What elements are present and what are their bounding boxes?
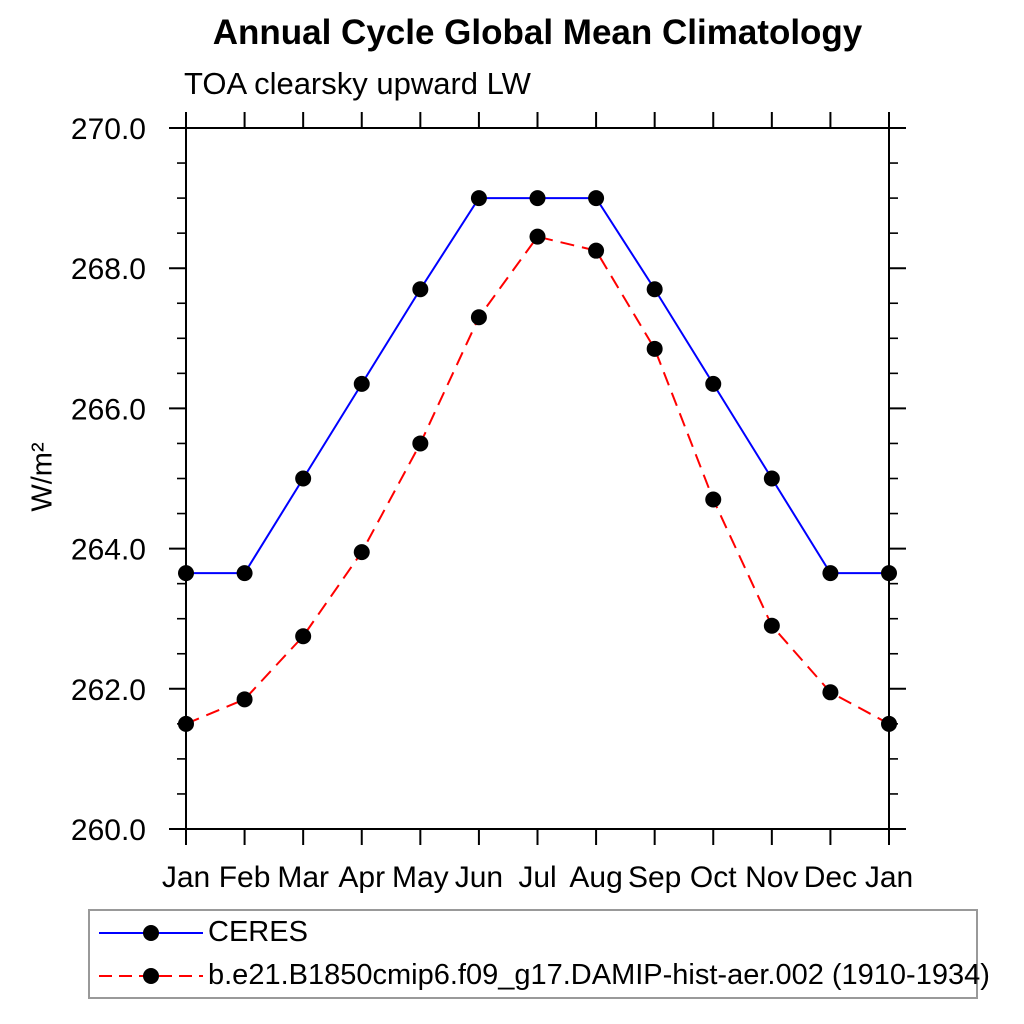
model-data-marker	[763, 617, 780, 634]
month-label: Feb	[219, 861, 271, 894]
model-series-line	[185, 235, 890, 725]
month-label: Jun	[455, 861, 503, 894]
month-label: Oct	[690, 861, 737, 894]
month-label: Mar	[277, 861, 329, 894]
model-data-marker	[646, 340, 663, 357]
y-tick-label: 266.0	[71, 393, 146, 426]
model-data-marker	[178, 715, 194, 732]
month-label: Jan	[162, 861, 210, 894]
ceres-sample-marker-icon	[143, 924, 159, 941]
ceres-data-marker	[353, 375, 370, 392]
month-label: Dec	[804, 861, 857, 894]
model-data-marker	[412, 435, 429, 452]
model-sample-marker-icon	[143, 967, 159, 984]
chart-title: Annual Cycle Global Mean Climatology	[212, 13, 863, 52]
ceres-data-marker	[412, 281, 429, 298]
model-data-marker	[295, 628, 312, 645]
model-data-marker	[822, 684, 839, 701]
model-data-marker	[236, 691, 253, 708]
y-tick-label: 264.0	[71, 534, 146, 567]
legend-item-ceres: CERES	[90, 911, 976, 954]
model-data-marker	[353, 544, 370, 561]
ceres-data-marker	[529, 190, 546, 207]
y-tick-label: 268.0	[71, 253, 146, 286]
ceres-data-marker	[295, 470, 312, 487]
model-data-marker	[588, 242, 605, 259]
month-label: Jul	[518, 861, 556, 894]
month-label: Aug	[569, 861, 622, 894]
axis-frame	[185, 127, 890, 830]
ceres-data-marker	[470, 190, 487, 207]
ceres-data-marker	[705, 375, 722, 392]
ceres-data-marker	[588, 190, 605, 207]
month-label: Sep	[628, 861, 681, 894]
legend-label-ceres: CERES	[208, 916, 308, 948]
ceres-data-marker	[178, 565, 194, 582]
month-label: Nov	[745, 861, 798, 894]
model-data-marker	[470, 309, 487, 326]
model-line-sample	[99, 967, 203, 984]
y-tick-label: 270.0	[71, 113, 146, 146]
ceres-line-sample	[99, 924, 203, 941]
month-label: Jan	[865, 861, 913, 894]
model-data-marker	[705, 491, 722, 508]
chart-subtitle: TOA clearsky upward LW	[184, 66, 531, 101]
ceres-data-marker	[822, 565, 839, 582]
model-data-marker	[881, 715, 897, 732]
month-label: Apr	[338, 861, 385, 894]
ceres-data-marker	[236, 565, 253, 582]
ceres-data-marker	[763, 470, 780, 487]
ceres-series-line	[186, 197, 889, 575]
y-tick-label: 260.0	[71, 814, 146, 847]
month-label: May	[392, 861, 449, 894]
y-tick-label: 262.0	[71, 674, 146, 707]
model-data-marker	[529, 228, 546, 245]
ceres-data-marker	[646, 281, 663, 298]
legend-item-model: b.e21.B1850cmip6.f09_g17.DAMIP-hist-aer.…	[90, 954, 990, 997]
legend-label-model: b.e21.B1850cmip6.f09_g17.DAMIP-hist-aer.…	[208, 959, 990, 991]
ceres-data-marker	[881, 565, 897, 582]
legend: CERES b.e21.B1850cmip6.f09_g17.DAMIP-his…	[88, 909, 990, 999]
